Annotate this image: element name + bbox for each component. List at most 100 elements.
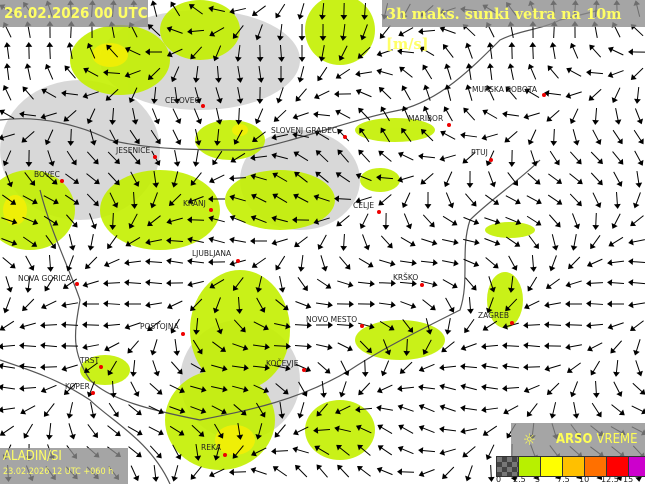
wind-arrow <box>1 320 15 330</box>
wind-arrow <box>549 67 559 79</box>
wind-arrow-head <box>24 287 32 293</box>
wind-arrow-head <box>73 199 80 205</box>
wind-arrow-head <box>610 347 617 354</box>
wind-arrow-head <box>50 243 56 250</box>
wind-arrow <box>273 345 289 347</box>
wind-arrow <box>613 171 621 185</box>
wind-arrow-head <box>546 389 553 395</box>
wind-arrow-head <box>588 94 595 101</box>
wind-arrow-head <box>494 239 501 246</box>
wind-arrow <box>464 152 476 162</box>
wind-arrow-head <box>278 287 286 293</box>
wind-arrow <box>568 91 582 97</box>
city-label: PTUJ <box>471 148 488 157</box>
wind-arrow-head <box>442 473 448 480</box>
city-marker <box>223 453 227 457</box>
wind-arrow-head <box>295 464 301 471</box>
wind-arrow <box>147 281 163 285</box>
wind-arrow <box>174 338 178 354</box>
wind-arrow <box>363 2 367 18</box>
wind-arrow <box>254 131 266 141</box>
wind-arrow-head <box>335 109 342 116</box>
wind-arrow <box>172 318 180 332</box>
wind-arrow <box>315 302 331 306</box>
wind-arrow <box>420 260 436 264</box>
wind-arrow-head <box>397 385 403 392</box>
wind-arrow <box>256 297 264 311</box>
wind-arrow-head <box>150 0 158 6</box>
wind-arrow-head <box>607 279 613 287</box>
wind-arrow <box>42 324 58 326</box>
wind-arrow-head <box>630 74 637 80</box>
wind-arrow <box>295 363 309 371</box>
wind-arrow <box>611 340 623 352</box>
wind-arrow <box>257 24 263 38</box>
wind-arrow-head <box>418 424 425 432</box>
wind-arrow <box>357 407 373 411</box>
wind-arrow <box>257 423 263 437</box>
wind-arrow <box>152 3 158 17</box>
wind-arrow-head <box>595 138 602 145</box>
wind-arrow <box>299 402 305 416</box>
wind-arrow-head <box>73 178 80 184</box>
wind-arrow <box>467 465 473 479</box>
wind-arrow <box>358 258 372 266</box>
wind-arrow-head <box>514 198 521 205</box>
wind-arrow-head <box>155 452 162 459</box>
wind-arrow <box>233 319 245 331</box>
wind-arrow <box>172 108 180 122</box>
wind-arrow-head <box>401 202 408 209</box>
wind-arrow-head <box>19 323 25 330</box>
wind-arrow <box>379 259 393 265</box>
wind-arrow-head <box>208 195 213 203</box>
wind-arrow-head <box>336 220 343 227</box>
wind-arrow <box>505 195 519 203</box>
gust-area-2_5-5 <box>0 0 535 470</box>
wind-arrow <box>1 111 15 119</box>
wind-arrow-head <box>213 455 221 461</box>
wind-arrow <box>528 276 538 290</box>
wind-arrow-head <box>209 177 215 184</box>
city-label: KRŠKO <box>393 273 419 282</box>
wind-arrow-head <box>104 345 111 352</box>
wind-arrow <box>234 445 244 457</box>
wind-arrow <box>442 406 456 412</box>
wind-arrow-head <box>222 385 228 393</box>
wind-arrow-head <box>271 239 278 246</box>
wind-arrow-head <box>127 347 134 354</box>
wind-arrow-head <box>235 119 243 125</box>
wind-arrow <box>216 65 220 81</box>
wind-arrow <box>588 323 604 327</box>
wind-arrow-head <box>485 84 492 91</box>
wind-arrow-head <box>83 67 90 74</box>
wind-arrow <box>421 426 435 434</box>
wind-arrow <box>401 68 413 78</box>
wind-arrow <box>275 299 287 309</box>
wind-arrow <box>192 339 202 353</box>
wind-arrow-head <box>568 263 574 270</box>
wind-arrow-head <box>485 160 492 167</box>
wind-arrow <box>107 151 119 163</box>
wind-arrow <box>551 234 557 248</box>
wind-arrow-head <box>69 433 76 440</box>
wind-arrow <box>442 260 456 264</box>
wind-arrow-head <box>166 237 172 245</box>
wind-arrow-head <box>232 32 239 39</box>
wind-arrow <box>379 384 393 392</box>
legend-swatch <box>497 457 519 476</box>
wind-arrow <box>127 322 141 328</box>
wind-arrow <box>337 111 351 119</box>
wind-arrow <box>211 238 225 244</box>
wind-arrow-head <box>370 300 375 308</box>
wind-arrow-head <box>377 424 384 431</box>
wind-arrow-head <box>481 343 487 350</box>
wind-arrow-head <box>178 429 185 436</box>
wind-arrow-head <box>360 34 367 41</box>
wind-arrow-head <box>305 365 312 373</box>
wind-arrow-head <box>271 133 277 141</box>
wind-arrow <box>105 323 121 327</box>
wind-arrow-head <box>313 218 320 225</box>
wind-arrow <box>378 282 394 284</box>
wind-arrow <box>531 254 535 270</box>
wind-arrow <box>484 217 498 223</box>
